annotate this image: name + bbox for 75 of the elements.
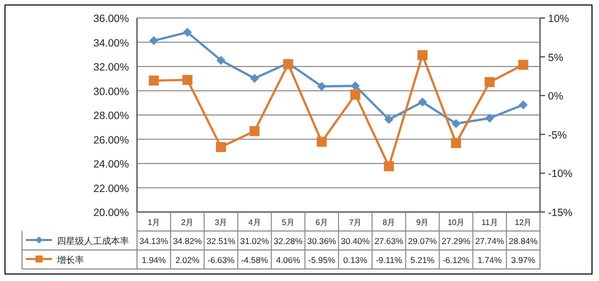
- point: [451, 138, 462, 148]
- label: 1.74%: [478, 255, 502, 265]
- label: 0.13%: [343, 255, 368, 265]
- point: [384, 161, 394, 172]
- label: 1.94%: [142, 255, 166, 265]
- label: 30.40%: [340, 236, 370, 246]
- ytick: 22.00%: [93, 182, 129, 195]
- point: [317, 82, 326, 91]
- xtick: 6月: [315, 218, 328, 227]
- point: [250, 74, 260, 83]
- xtick: 3月: [214, 218, 228, 227]
- label: 5.21%: [410, 255, 435, 265]
- point: [216, 56, 226, 65]
- xtick: 7月: [349, 218, 362, 227]
- ytick: 26.00%: [93, 134, 129, 146]
- label: 34.82%: [172, 236, 202, 246]
- y2tick: 5%: [548, 52, 564, 64]
- xtick: 5月: [282, 218, 294, 227]
- xtick: 10月: [448, 218, 464, 227]
- xtick: 2月: [181, 218, 194, 227]
- point: [452, 119, 461, 128]
- xtick: 9月: [416, 218, 429, 227]
- label: 32.28%: [274, 236, 303, 246]
- label: -6.63%: [208, 255, 234, 265]
- label: 31.02%: [240, 236, 269, 246]
- y2tick: -5%: [548, 129, 567, 142]
- point: [417, 50, 428, 60]
- ytick: 28.00%: [93, 110, 129, 122]
- point: [182, 74, 192, 85]
- label: 27.29%: [442, 236, 470, 246]
- xtick: 1月: [148, 218, 160, 227]
- ytick: 20.00%: [93, 207, 129, 219]
- label: -9.11%: [376, 255, 402, 265]
- xtick: 12月: [514, 218, 532, 227]
- ytick: 32.00%: [93, 62, 129, 74]
- label: 34.13%: [139, 236, 168, 246]
- point: [418, 98, 427, 107]
- point: [350, 90, 360, 100]
- point: [148, 76, 159, 86]
- legend: 增长率: [57, 255, 84, 265]
- label: 30.36%: [307, 236, 336, 246]
- label: 27.74%: [475, 236, 504, 246]
- xtick: 8月: [382, 218, 396, 227]
- label: -4.58%: [241, 255, 268, 265]
- label: 32.51%: [206, 236, 236, 246]
- point: [149, 36, 158, 46]
- label: 3.97%: [511, 255, 536, 265]
- point: [518, 100, 528, 110]
- ytick: 34.00%: [93, 37, 129, 50]
- label: 4.06%: [276, 255, 300, 265]
- ytick: 30.00%: [93, 86, 129, 98]
- point: [182, 28, 192, 37]
- point: [485, 114, 494, 123]
- label: 2.02%: [175, 255, 200, 265]
- y2tick: -10%: [548, 168, 573, 180]
- label: -5.95%: [308, 255, 336, 265]
- ytick: 36.00%: [93, 13, 129, 25]
- xtick: 11月: [481, 218, 498, 227]
- xtick: 4月: [248, 218, 261, 227]
- y2tick: 10%: [548, 13, 570, 25]
- ytick: 24.00%: [93, 158, 129, 170]
- label: 28.84%: [508, 236, 538, 246]
- point: [250, 126, 260, 136]
- label: 29.07%: [408, 236, 437, 246]
- y2tick: -15%: [548, 207, 573, 219]
- point: [484, 77, 495, 88]
- y2tick: 0%: [548, 90, 564, 103]
- point: [384, 114, 394, 124]
- point: [316, 136, 327, 147]
- point: [350, 81, 360, 90]
- point: [216, 142, 226, 152]
- label: 27.63%: [374, 236, 404, 246]
- legend: 四星级人工成本率: [57, 236, 129, 246]
- point: [518, 60, 528, 70]
- label: -6.12%: [442, 255, 470, 265]
